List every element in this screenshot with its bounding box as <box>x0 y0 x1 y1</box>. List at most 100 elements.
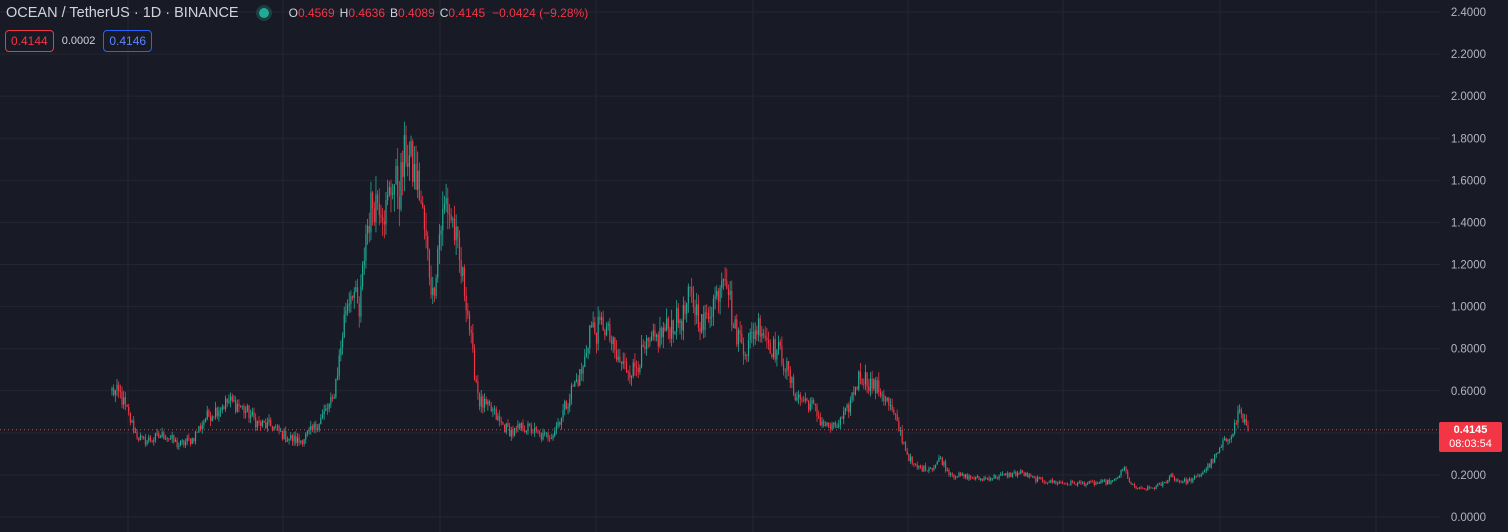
candle <box>747 332 750 362</box>
candle <box>478 392 481 411</box>
candle-body <box>148 437 150 441</box>
candle <box>539 430 541 438</box>
candle <box>764 326 766 342</box>
candle-body <box>251 411 253 416</box>
candle <box>226 398 228 408</box>
candle-body <box>1167 480 1169 484</box>
candle-body <box>1207 464 1209 469</box>
candle <box>901 425 903 445</box>
candle <box>973 475 975 480</box>
candle-body <box>1103 480 1105 482</box>
candle-body <box>226 398 228 403</box>
candle <box>560 417 562 430</box>
candle-body <box>929 468 932 469</box>
buy-price-button[interactable]: 0.4146 <box>103 30 153 52</box>
candle-body <box>841 418 843 419</box>
candle-body <box>363 260 365 265</box>
candle-body <box>415 163 417 190</box>
candle <box>512 425 514 439</box>
candle <box>412 139 414 187</box>
candle <box>1222 437 1224 451</box>
candle <box>777 335 780 355</box>
sell-price-button[interactable]: 0.4144 <box>5 30 54 52</box>
candle <box>1092 479 1094 483</box>
candle-body <box>782 364 785 371</box>
candle-body <box>572 385 574 387</box>
candle-body <box>128 406 130 413</box>
candle-body <box>161 432 163 438</box>
candle-body <box>427 235 429 250</box>
candle-body <box>651 336 653 341</box>
candle-body <box>590 325 593 328</box>
candle <box>572 384 574 387</box>
candle-body <box>398 196 400 210</box>
candle-body <box>796 397 798 400</box>
candle <box>534 422 536 437</box>
candle <box>395 158 397 185</box>
candle <box>637 361 639 379</box>
candle <box>413 146 415 190</box>
candle-body <box>552 435 554 439</box>
candle-body <box>682 305 684 331</box>
candle <box>241 405 243 410</box>
candle <box>1198 474 1201 478</box>
candle <box>311 424 314 433</box>
candle-body <box>610 340 613 345</box>
symbol-title[interactable]: OCEAN / TetherUS · 1D · BINANCE <box>6 5 239 21</box>
candle-body <box>395 165 397 185</box>
candle-body <box>699 327 701 333</box>
candle <box>1230 434 1232 443</box>
candle-body <box>1135 486 1137 488</box>
candle <box>1200 472 1202 478</box>
candle <box>988 475 990 482</box>
candle <box>214 401 217 420</box>
candle-body <box>666 318 668 331</box>
candle <box>634 353 636 376</box>
candle-body <box>574 381 576 387</box>
candle-body <box>178 446 180 447</box>
market-status-icon[interactable] <box>258 8 269 18</box>
candle-body <box>859 371 862 379</box>
candle-body <box>555 426 557 432</box>
candle <box>873 378 875 391</box>
candle-body <box>328 403 330 409</box>
candle <box>620 361 623 371</box>
candle-body <box>958 472 960 477</box>
candle <box>1155 484 1157 490</box>
candle-body <box>1137 487 1139 489</box>
candle-body <box>831 424 833 429</box>
candle <box>547 431 549 442</box>
candle <box>834 420 836 428</box>
candle <box>1025 472 1027 477</box>
candle <box>776 348 778 367</box>
candle-body <box>113 388 115 396</box>
ohlc-values: O0.4569 H0.4636 B0.4089 C0.4145 −0.0424 … <box>289 6 589 20</box>
candle-body <box>428 249 431 278</box>
candle-body <box>744 354 746 356</box>
candle <box>557 418 559 429</box>
candle <box>298 433 300 446</box>
candle-body <box>1003 473 1005 475</box>
candle-body <box>1077 482 1079 486</box>
candle <box>1145 488 1147 492</box>
candle <box>866 372 868 394</box>
chart-grid <box>0 0 1440 532</box>
candle-body <box>1175 479 1177 481</box>
y-tick-label: 0.8000 <box>1451 344 1486 356</box>
candle-body <box>696 304 698 316</box>
candle <box>789 366 791 389</box>
candle <box>681 318 683 340</box>
candle-body <box>909 456 912 461</box>
candle <box>166 436 168 443</box>
candle <box>1000 472 1002 476</box>
candle <box>196 431 198 433</box>
candle-body <box>490 405 492 412</box>
candle <box>958 471 960 478</box>
candle-body <box>502 422 504 425</box>
candle <box>392 183 394 200</box>
candle-body <box>836 426 838 428</box>
candle <box>814 403 816 412</box>
candle <box>774 331 776 363</box>
candle-body <box>950 473 952 475</box>
